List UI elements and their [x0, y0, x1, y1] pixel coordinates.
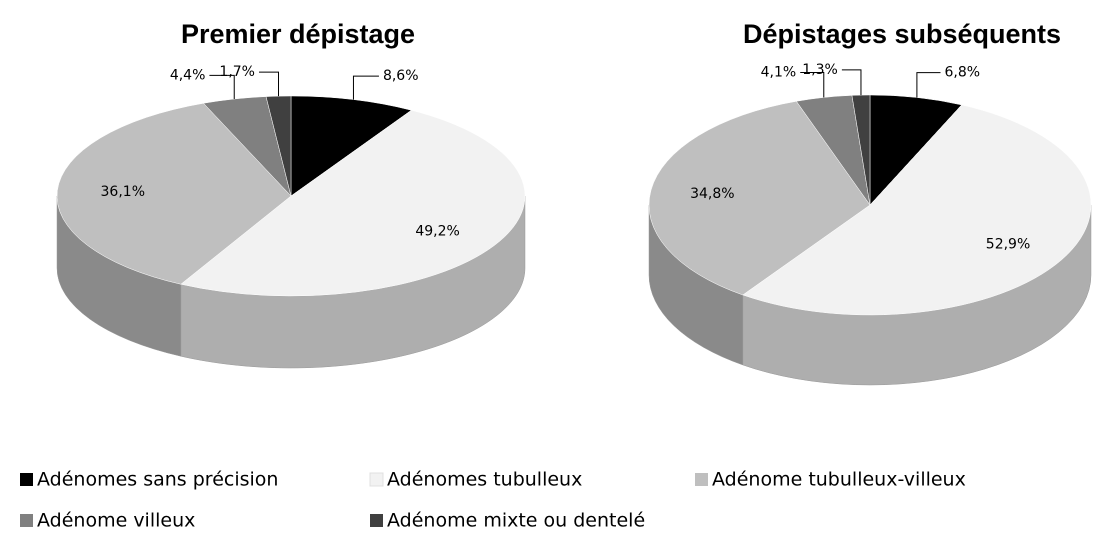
legend-swatch	[695, 473, 708, 486]
leader-line	[800, 72, 825, 98]
value-label: 1,3%	[802, 62, 838, 78]
chart-title: Premier dépistage	[181, 19, 415, 49]
legend-label: Adénomes tubulleux	[387, 469, 582, 491]
leader-line	[841, 69, 862, 96]
leader-line	[352, 75, 379, 100]
value-label: 4,1%	[761, 65, 797, 81]
value-label: 4,4%	[170, 67, 206, 83]
chart-title: Dépistages subséquents	[743, 19, 1061, 49]
legend-swatch	[20, 473, 33, 486]
slice	[180, 109, 526, 297]
leader-line	[209, 74, 235, 99]
slice	[742, 104, 1092, 316]
leader-line	[259, 71, 280, 97]
value-label: 49,2%	[415, 223, 459, 239]
slice	[56, 102, 292, 285]
legend-swatch	[20, 514, 33, 527]
leader-line	[916, 72, 941, 98]
legend-label: Adénome tubulleux-villeux	[712, 469, 966, 491]
legend-label: Adénomes sans précision	[37, 469, 278, 491]
legend-swatch	[369, 472, 384, 487]
value-label: 52,9%	[986, 236, 1030, 252]
value-label: 34,8%	[690, 186, 734, 202]
slice	[648, 101, 871, 296]
legend-label: Adénome mixte ou dentelé	[387, 510, 645, 532]
legend-label: Adénome villeux	[37, 510, 195, 532]
value-label: 8,6%	[383, 68, 419, 84]
value-label: 36,1%	[101, 184, 145, 200]
value-label: 1,7%	[219, 64, 255, 80]
value-label: 6,8%	[945, 65, 981, 81]
legend-swatch	[370, 514, 383, 527]
